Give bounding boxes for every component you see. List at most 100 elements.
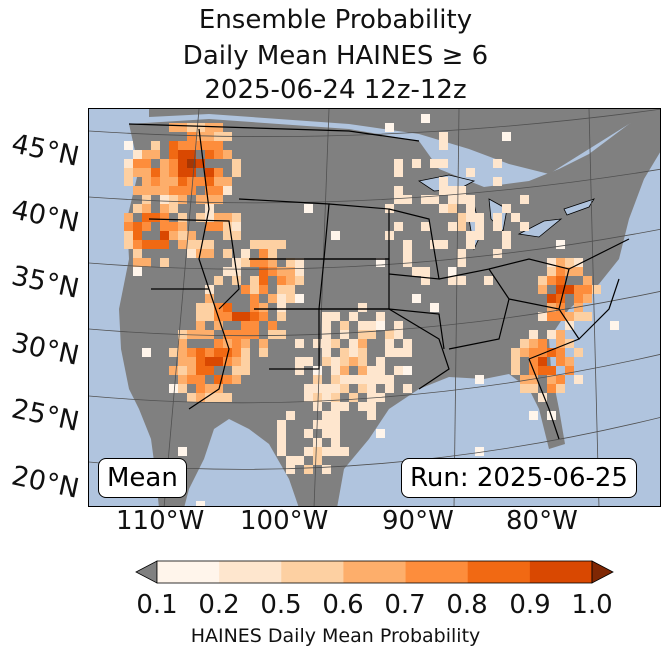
probability-cell: [268, 294, 277, 303]
probability-cell: [178, 240, 187, 249]
probability-cell: [556, 339, 565, 348]
probability-cell: [457, 186, 466, 195]
probability-cell: [457, 249, 466, 258]
probability-cell: [205, 348, 214, 357]
probability-cell: [574, 267, 583, 276]
probability-cell: [610, 321, 619, 330]
probability-cell: [340, 384, 349, 393]
probability-cell: [529, 411, 538, 420]
probability-cell: [430, 303, 439, 312]
probability-cell: [340, 366, 349, 375]
probability-cell: [250, 312, 259, 321]
probability-cell: [547, 276, 556, 285]
probability-cell: [295, 267, 304, 276]
probability-cell: [259, 258, 268, 267]
probability-cell: [268, 249, 277, 258]
probability-cell: [466, 204, 475, 213]
lat-label-20: 20°N: [8, 460, 82, 505]
probability-cell: [196, 501, 205, 506]
probability-cell: [178, 339, 187, 348]
probability-cell: [187, 168, 196, 177]
probability-cell: [331, 312, 340, 321]
probability-cell: [322, 393, 331, 402]
probability-cell: [133, 249, 142, 258]
probability-cell: [133, 240, 142, 249]
probability-cell: [331, 339, 340, 348]
probability-cell: [277, 420, 286, 429]
probability-cell: [475, 375, 484, 384]
probability-cell: [502, 231, 511, 240]
probability-cell: [403, 384, 412, 393]
probability-cell: [448, 186, 457, 195]
probability-cell: [583, 294, 592, 303]
probability-cell: [169, 159, 178, 168]
probability-map: [89, 109, 660, 506]
probability-cell: [160, 195, 169, 204]
probability-cell: [358, 321, 367, 330]
probability-cell: [178, 123, 187, 132]
probability-cell: [394, 195, 403, 204]
probability-cell: [232, 339, 241, 348]
probability-cell: [331, 393, 340, 402]
probability-cell: [475, 213, 484, 222]
probability-cell: [367, 411, 376, 420]
colorbar-segment: [343, 561, 407, 583]
probability-cell: [232, 168, 241, 177]
probability-cell: [385, 348, 394, 357]
probability-cell: [322, 321, 331, 330]
probability-cell: [367, 321, 376, 330]
probability-cell: [331, 366, 340, 375]
probability-cell: [277, 285, 286, 294]
probability-cell: [520, 222, 529, 231]
probability-cell: [142, 177, 151, 186]
probability-cell: [403, 240, 412, 249]
probability-cell: [403, 366, 412, 375]
probability-cell: [250, 303, 259, 312]
probability-cell: [214, 222, 223, 231]
probability-cell: [565, 366, 574, 375]
probability-cell: [529, 375, 538, 384]
probability-cell: [493, 177, 502, 186]
probability-cell: [205, 384, 214, 393]
probability-cell: [196, 375, 205, 384]
probability-cell: [214, 141, 223, 150]
probability-cell: [259, 240, 268, 249]
probability-cell: [214, 321, 223, 330]
probability-cell: [241, 348, 250, 357]
probability-cell: [205, 141, 214, 150]
probability-cell: [151, 141, 160, 150]
probability-cell: [538, 276, 547, 285]
probability-cell: [205, 303, 214, 312]
probability-cell: [124, 222, 133, 231]
colorbar-segment: [467, 561, 531, 583]
probability-cell: [322, 330, 331, 339]
probability-cell: [358, 330, 367, 339]
probability-cell: [565, 339, 574, 348]
probability-cell: [376, 357, 385, 366]
probability-cell: [223, 150, 232, 159]
probability-cell: [295, 294, 304, 303]
probability-cell: [583, 276, 592, 285]
probability-cell: [520, 195, 529, 204]
probability-cell: [376, 312, 385, 321]
probability-cell: [439, 186, 448, 195]
colorbar-tick-4: 0.7: [384, 590, 426, 620]
probability-cell: [574, 285, 583, 294]
probability-cell: [574, 258, 583, 267]
probability-cell: [232, 258, 241, 267]
probability-cell: [367, 330, 376, 339]
probability-cell: [322, 348, 331, 357]
probability-cell: [241, 321, 250, 330]
probability-cell: [178, 366, 187, 375]
probability-cell: [403, 348, 412, 357]
probability-cell: [133, 159, 142, 168]
probability-cell: [223, 312, 232, 321]
probability-cell: [349, 357, 358, 366]
probability-cell: [583, 285, 592, 294]
colorbar-segment: [157, 561, 220, 583]
probability-cell: [556, 375, 565, 384]
probability-cell: [160, 222, 169, 231]
probability-cell: [214, 276, 223, 285]
probability-cell: [340, 321, 349, 330]
probability-cell: [394, 222, 403, 231]
